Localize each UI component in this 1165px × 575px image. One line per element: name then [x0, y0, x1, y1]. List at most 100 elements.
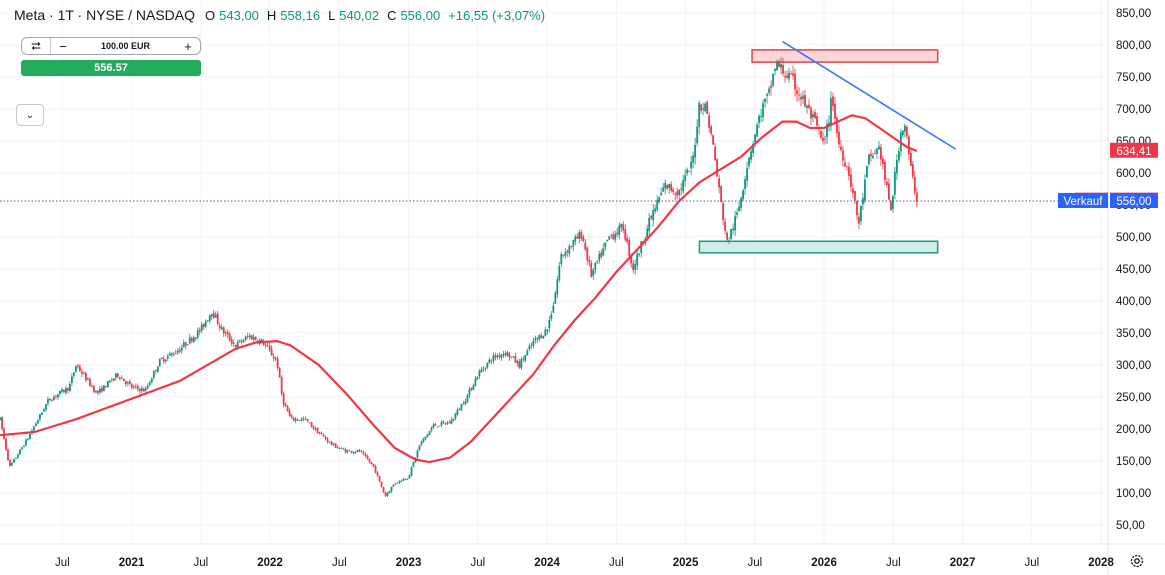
candle-body: [909, 153, 912, 166]
close-value: 556,00: [400, 8, 441, 23]
candle-body: [368, 459, 371, 463]
candle-body: [498, 355, 501, 357]
candle-body: [9, 459, 11, 466]
candle-body: [820, 130, 822, 138]
candle-body: [474, 378, 477, 386]
candle-body: [79, 366, 81, 371]
candle-body: [264, 344, 267, 346]
decrease-quantity-button[interactable]: −: [59, 38, 67, 54]
candle-body: [102, 385, 105, 392]
candle-body: [300, 418, 303, 421]
candle-body: [268, 345, 271, 350]
candle-body: [606, 239, 609, 242]
candle-body: [310, 422, 313, 428]
candle-body: [360, 451, 363, 453]
candle-body: [57, 394, 59, 398]
candle-body: [897, 151, 900, 161]
candle-body: [738, 206, 740, 211]
candle-body: [558, 266, 561, 280]
candle-body: [548, 319, 551, 329]
candle-body: [670, 184, 673, 191]
candle-body: [700, 104, 703, 111]
candle-body: [188, 337, 191, 344]
collapse-button[interactable]: ⌄: [16, 104, 44, 126]
candle-body: [29, 434, 31, 439]
candle-body: [61, 389, 63, 392]
candle-body: [116, 373, 119, 377]
candle-body: [366, 455, 369, 460]
candle-body: [911, 164, 914, 177]
candle-body: [240, 340, 243, 343]
candle-body: [576, 236, 579, 239]
candle-body: [588, 259, 591, 263]
candle-body: [582, 236, 585, 242]
candle-body: [600, 252, 603, 258]
y-tick-label: 750,00: [1116, 72, 1151, 84]
x-tick-label: 2028: [1088, 557, 1114, 569]
y-tick-label: 500,00: [1116, 232, 1151, 244]
candle-body: [562, 254, 565, 256]
candle-body: [534, 338, 537, 341]
y-tick-label: 150,00: [1116, 456, 1151, 468]
candle-body: [888, 183, 890, 200]
candle-body: [108, 380, 111, 382]
candle-body: [758, 115, 760, 123]
symbol-title[interactable]: Meta · 1T · NYSE / NASDAQ: [14, 7, 196, 23]
candle-body: [210, 314, 213, 317]
increase-quantity-button[interactable]: +: [184, 38, 192, 54]
candle-body: [891, 195, 894, 209]
candle-body: [312, 426, 315, 429]
candle-body: [146, 385, 149, 388]
candle-body: [35, 423, 37, 426]
candle-body: [90, 385, 93, 387]
x-tick-label: 2025: [673, 557, 699, 569]
candle-body: [482, 368, 485, 370]
candle-body: [866, 165, 868, 178]
quantity-input[interactable]: 100.00 EUR: [100, 41, 151, 51]
candle-body: [5, 438, 7, 450]
candle-body: [710, 126, 713, 134]
candle-body: [782, 64, 784, 74]
switch-arrows-icon[interactable]: ⮂: [22, 38, 51, 54]
candle-body: [132, 386, 135, 388]
candle-body: [382, 487, 385, 493]
candle-body: [388, 491, 391, 494]
candle-body: [164, 359, 167, 362]
candle-body: [792, 73, 794, 76]
candle-body: [844, 162, 846, 167]
candle-body: [506, 352, 509, 356]
candle-body: [664, 182, 667, 189]
candle-body: [124, 381, 127, 385]
candle-body: [344, 449, 347, 453]
candle-body: [730, 229, 732, 240]
candle-body: [172, 353, 175, 355]
candle-body: [328, 441, 331, 443]
y-tick-label: 600,00: [1116, 168, 1151, 180]
x-tick-label: 2022: [257, 557, 283, 569]
candle-body: [322, 435, 325, 437]
candle-body: [472, 385, 475, 390]
buy-price-button[interactable]: 556.57: [21, 60, 201, 76]
candle-body: [350, 451, 353, 453]
candle-body: [370, 462, 373, 465]
candle-body: [404, 479, 407, 480]
candle-body: [470, 388, 473, 390]
candle-body: [372, 463, 375, 467]
candle-body: [288, 410, 291, 416]
candle-body: [640, 241, 643, 253]
open-value: 543,00: [219, 8, 259, 23]
candle-body: [47, 399, 49, 404]
candle-body: [184, 342, 187, 346]
candle-body: [69, 384, 71, 392]
candle-body: [540, 335, 543, 339]
candle-body: [336, 447, 339, 448]
candle-body: [610, 234, 613, 236]
candle-body: [648, 217, 651, 231]
candle-body: [784, 76, 786, 78]
candle-body: [73, 372, 75, 376]
candle-body: [304, 418, 307, 420]
candle-body: [760, 116, 762, 117]
settings-button[interactable]: [1128, 552, 1146, 570]
candle-body: [354, 452, 357, 453]
